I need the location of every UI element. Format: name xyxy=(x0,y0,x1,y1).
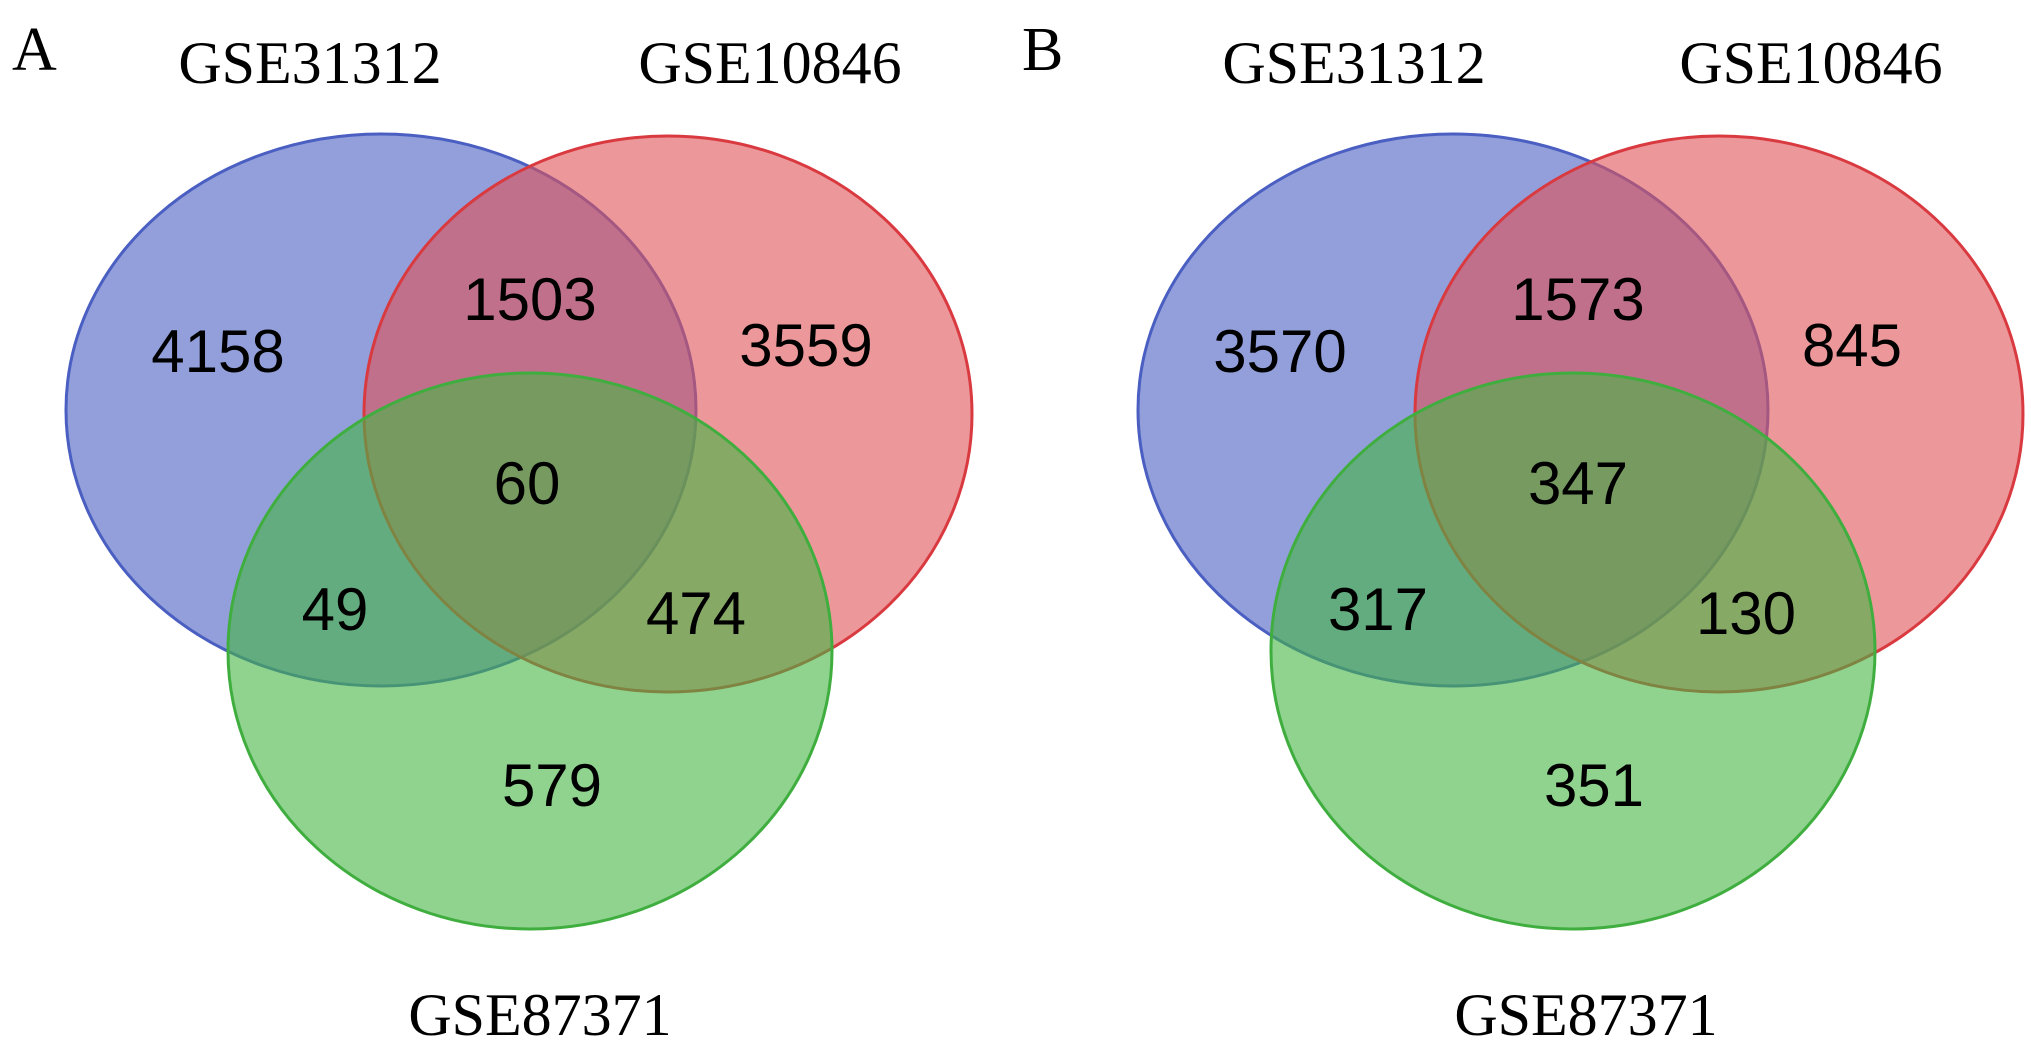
count-a-gse10846-gse87371: 474 xyxy=(646,580,746,647)
count-b-gse87371-only: 351 xyxy=(1544,752,1644,819)
set-label-b-gse31312: GSE31312 xyxy=(1222,30,1485,96)
panel-letter-b: B xyxy=(1022,16,1063,84)
count-b-gse10846-gse87371: 130 xyxy=(1696,580,1796,647)
count-a-gse31312-only: 4158 xyxy=(151,318,284,385)
count-a-gse10846-only: 3559 xyxy=(739,312,872,379)
set-label-a-gse31312: GSE31312 xyxy=(178,30,441,96)
count-a-gse31312-gse10846: 1503 xyxy=(463,266,596,333)
count-b-gse10846-only: 845 xyxy=(1802,312,1902,379)
count-a-gse31312-gse87371: 49 xyxy=(302,576,369,643)
count-b-gse31312-gse10846: 1573 xyxy=(1511,266,1644,333)
venn-panel-a: A GSE31312 GSE10846 GSE87371 4158 1503 3… xyxy=(12,16,974,1048)
set-circle-a-gse87371 xyxy=(226,371,834,931)
set-label-b-gse87371: GSE87371 xyxy=(1454,982,1717,1048)
set-circle-b-gse87371 xyxy=(1269,371,1877,931)
count-b-all-three: 347 xyxy=(1528,450,1628,517)
count-a-all-three: 60 xyxy=(494,450,561,517)
count-b-gse31312-gse87371: 317 xyxy=(1328,576,1428,643)
panel-letter-a: A xyxy=(12,16,57,84)
set-label-b-gse10846: GSE10846 xyxy=(1679,30,1942,96)
set-label-a-gse87371: GSE87371 xyxy=(408,982,671,1048)
count-a-gse87371-only: 579 xyxy=(502,752,602,819)
venn-panel-b: B GSE31312 GSE10846 GSE87371 3570 1573 8… xyxy=(1022,16,2025,1048)
set-label-a-gse10846: GSE10846 xyxy=(638,30,901,96)
count-b-gse31312-only: 3570 xyxy=(1213,318,1346,385)
